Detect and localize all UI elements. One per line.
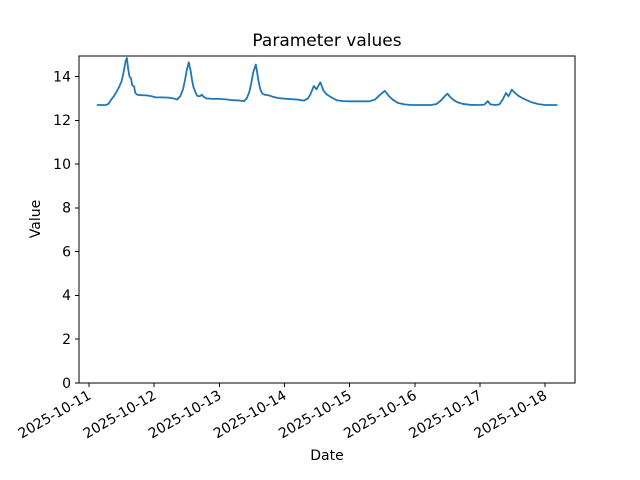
y-tick-label: 14 bbox=[53, 69, 71, 85]
y-tick-label: 0 bbox=[62, 376, 71, 392]
y-tick-label: 4 bbox=[62, 288, 71, 304]
x-tick-label: 2025-10-18 bbox=[472, 388, 550, 443]
y-tick-label: 2 bbox=[62, 332, 71, 348]
x-tick-label: 2025-10-12 bbox=[81, 388, 159, 443]
data-line-parameter-values bbox=[96, 57, 558, 106]
x-tick-label: 2025-10-16 bbox=[341, 388, 420, 443]
x-tick-label: 2025-10-14 bbox=[211, 388, 290, 443]
y-tick-label: 8 bbox=[62, 201, 71, 217]
y-tick-label: 10 bbox=[53, 157, 71, 173]
x-axis-label: Date bbox=[310, 448, 344, 464]
x-tick-label: 2025-10-11 bbox=[16, 388, 94, 443]
x-tick-label: 2025-10-13 bbox=[146, 388, 224, 443]
y-tick-label: 6 bbox=[62, 244, 71, 260]
x-tick-label: 2025-10-15 bbox=[276, 388, 354, 443]
x-tick-label: 2025-10-17 bbox=[406, 388, 484, 443]
chart-title: Parameter values bbox=[252, 31, 402, 51]
plot-border bbox=[78, 55, 576, 384]
y-tick-label: 12 bbox=[53, 113, 71, 129]
